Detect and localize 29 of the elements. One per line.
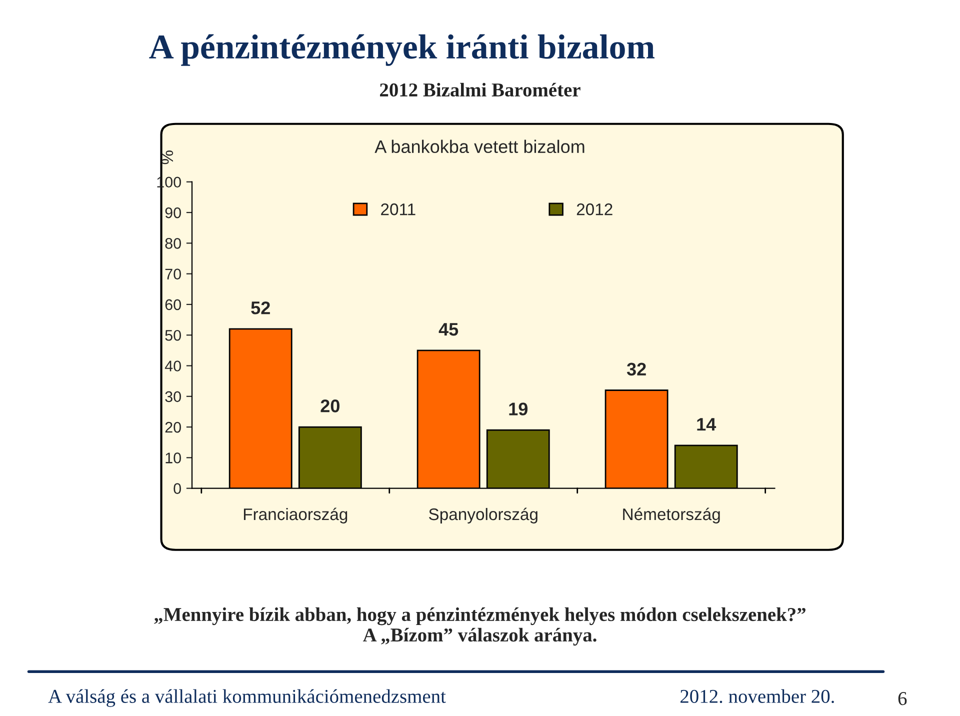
- y-tick-label: 90: [165, 207, 181, 218]
- y-tick-label: 10: [166, 452, 181, 464]
- chart-subtitle: 2012 Bizalmi Barométer: [380, 82, 580, 97]
- chart-title: A pénzintézmények iránti bizalom: [149, 34, 655, 66]
- data-label: 19: [509, 402, 528, 416]
- y-tick-label: 20: [165, 422, 181, 433]
- text: 2012. november 20.: [680, 689, 834, 704]
- y-tick-label: 40: [164, 360, 181, 372]
- y-tick-label: 0: [174, 483, 181, 494]
- text: A válság és a vállalati kommunikációmenedzsment: [48, 689, 446, 707]
- data-label: 20: [320, 400, 340, 412]
- legend-label: 2012: [576, 203, 612, 216]
- x-tick-label: Franciaország: [244, 508, 348, 524]
- text: „Mennyire bízik abban, hogy a pénzintézmények helyes módon cselekszenek?” A „Bízom” válaszok aránya.: [154, 607, 806, 646]
- text: A bankokba vetett bizalom: [374, 140, 584, 154]
- data-label: 32: [626, 362, 646, 376]
- data-label: 14: [697, 418, 716, 431]
- legend-label: 2011: [381, 203, 416, 216]
- y-tick-label: 30: [165, 391, 181, 402]
- y-tick-label: 80: [165, 238, 181, 249]
- y-tick-label: 60: [165, 299, 181, 310]
- text: 6: [898, 692, 907, 706]
- data-label: 45: [438, 323, 458, 336]
- y-tick-label: 70: [165, 268, 181, 280]
- data-label: 52: [251, 301, 270, 314]
- y-tick-label: 50: [165, 330, 181, 341]
- x-tick-label: Németország: [623, 508, 720, 524]
- y-axis-title: %: [161, 150, 174, 164]
- x-tick-label: Spanyolország: [428, 508, 538, 524]
